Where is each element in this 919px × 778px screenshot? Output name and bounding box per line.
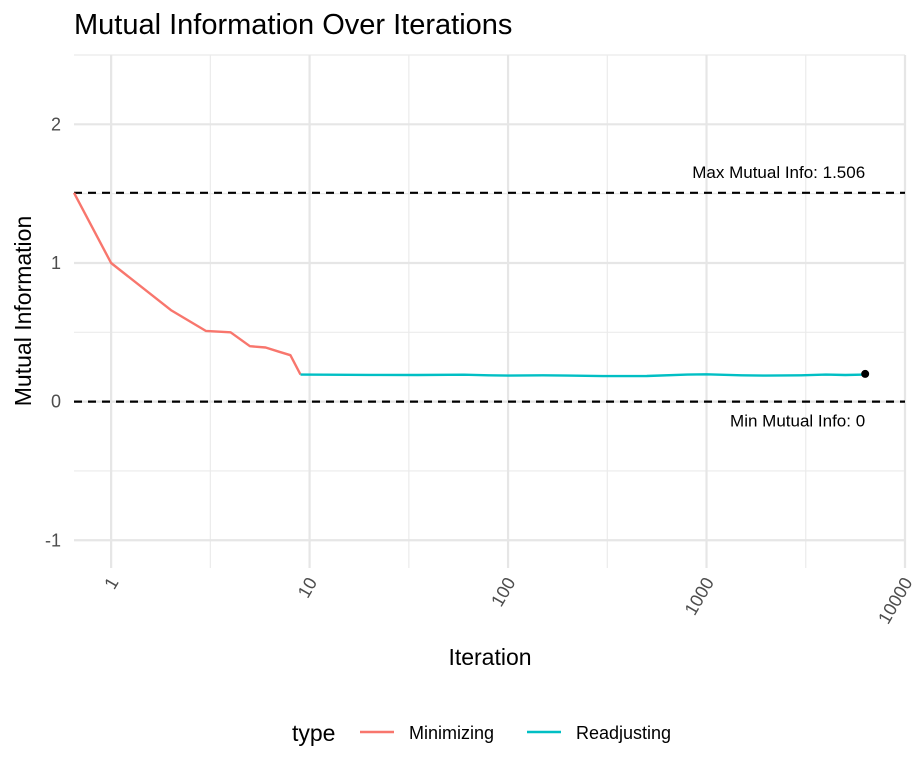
x-tick-label: 1000 [681, 574, 718, 619]
max-reference-label: Max Mutual Info: 1.506 [692, 163, 865, 182]
min-reference-label: Min Mutual Info: 0 [730, 412, 865, 431]
x-tick-label: 10000 [874, 574, 916, 627]
endpoint-markers [861, 369, 870, 378]
y-tick-label: 1 [51, 253, 61, 273]
series-line-readjusting [300, 373, 866, 378]
legend-title: type [292, 720, 335, 746]
legend-label-minimizing: Minimizing [409, 723, 494, 743]
y-tick-label: -1 [45, 530, 61, 550]
chart-title: Mutual Information Over Iterations [74, 9, 512, 41]
y-tick-label: 0 [51, 392, 61, 412]
reference-lines [74, 191, 905, 403]
minor-gridlines [74, 54, 905, 568]
series-line-minimizing [72, 192, 302, 376]
x-axis-tick-labels: 1 10 100 1000 10000 [100, 574, 916, 627]
y-axis-tick-labels: -1 0 1 2 [45, 114, 61, 550]
x-tick-label: 10 [294, 574, 321, 601]
legend-label-readjusting: Readjusting [576, 723, 671, 743]
legend: type Minimizing Readjusting [292, 720, 671, 746]
y-axis-title: Mutual Information [10, 216, 36, 406]
x-tick-label: 100 [487, 574, 519, 610]
x-axis-title: Iteration [448, 644, 531, 670]
reference-labels: Max Mutual Info: 1.506 Min Mutual Info: 0 [692, 163, 865, 431]
x-tick-label: 1 [100, 574, 122, 593]
y-tick-label: 2 [51, 114, 61, 134]
major-gridlines [74, 55, 907, 568]
series-lines [72, 192, 866, 378]
endpoint-marker [861, 369, 870, 378]
